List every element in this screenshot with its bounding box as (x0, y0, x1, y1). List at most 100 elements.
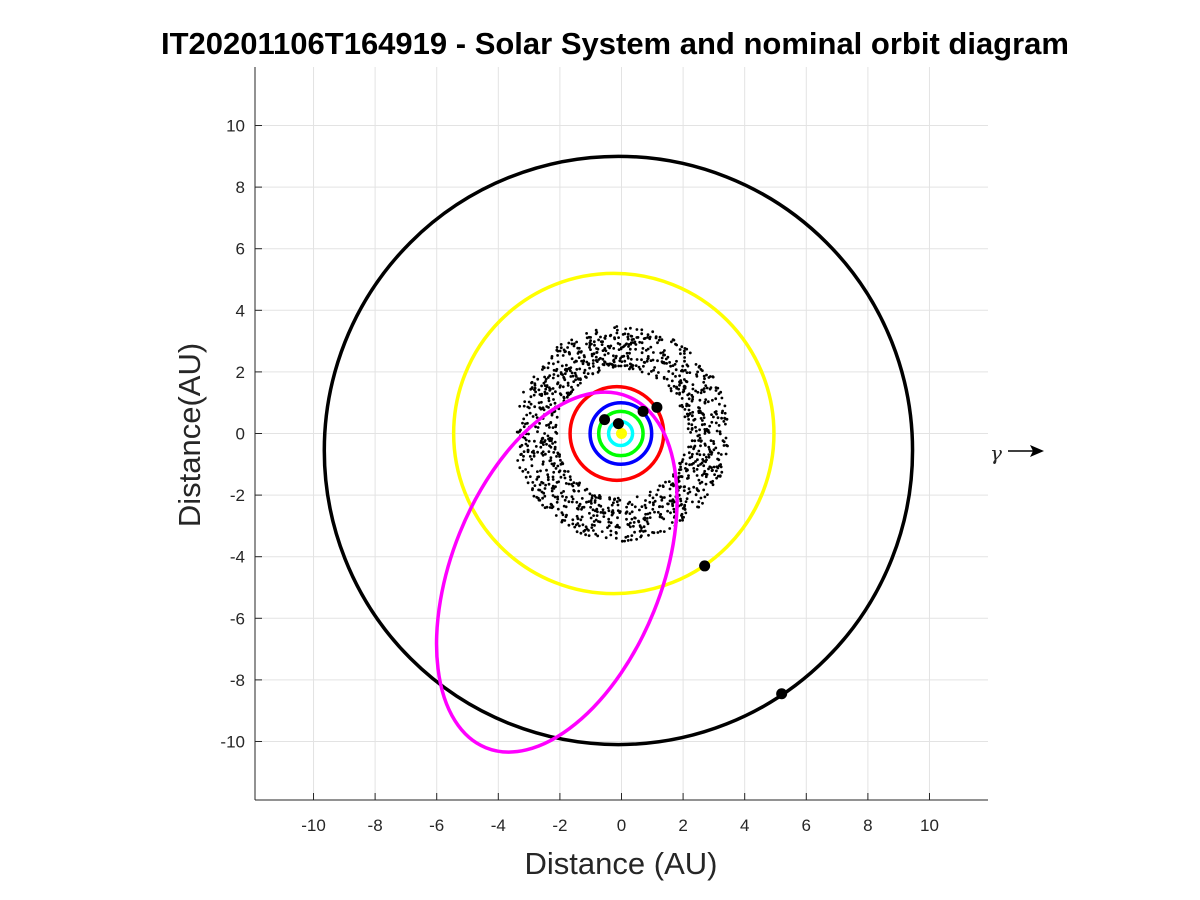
asteroid-dot (561, 495, 564, 498)
asteroid-dot (630, 517, 634, 521)
asteroid-dot (653, 510, 656, 514)
asteroid-dot (635, 328, 639, 331)
asteroid-dot (569, 375, 573, 378)
y-tick-label: 0 (236, 425, 245, 444)
asteroid-dot (589, 516, 593, 520)
asteroid-dot (608, 334, 612, 338)
asteroid-dot (534, 445, 538, 448)
asteroid-dot (708, 424, 712, 428)
asteroid-dot (598, 494, 601, 497)
asteroid-dot (678, 392, 681, 396)
asteroid-dot (559, 343, 563, 346)
asteroid-dot (548, 426, 551, 429)
asteroid-dot (648, 335, 652, 339)
asteroid-dot (551, 392, 554, 396)
asteroid-dot (593, 499, 597, 502)
asteroid-dot (544, 377, 548, 381)
asteroid-dot (623, 344, 626, 348)
asteroid-dot (606, 526, 609, 529)
asteroid-dot (681, 516, 684, 520)
asteroid-dot (698, 398, 702, 402)
asteroid-dot (520, 452, 523, 456)
asteroid-dot (540, 392, 544, 396)
asteroid-dot (561, 385, 565, 389)
asteroid-dot (573, 371, 577, 375)
asteroid-dot (706, 493, 709, 496)
asteroid-dot (594, 328, 598, 332)
asteroid-dot (526, 481, 530, 485)
asteroid-dot (585, 500, 588, 504)
x-tick-label: 10 (920, 816, 939, 835)
asteroid-dot (702, 413, 705, 417)
asteroid-dot (648, 494, 652, 497)
asteroid-dot (562, 395, 566, 399)
asteroid-dot (590, 502, 593, 505)
asteroid-dot (613, 326, 616, 329)
asteroid-dot (710, 420, 714, 424)
asteroid-dot (599, 511, 603, 514)
asteroid-dot (693, 417, 697, 421)
asteroid-dot (646, 512, 650, 516)
asteroid-dot (595, 351, 599, 354)
asteroid-dot (678, 383, 681, 387)
asteroid-dot (625, 505, 628, 509)
asteroid-dot (624, 512, 628, 515)
asteroid-dot (688, 351, 692, 355)
asteroid-dot (656, 341, 659, 345)
asteroid-dot (602, 511, 606, 515)
asteroid-dot (666, 509, 669, 513)
asteroid-dot (529, 395, 533, 399)
asteroid-dot (668, 361, 671, 364)
asteroid-dot (574, 375, 578, 378)
asteroid-dot (700, 423, 704, 427)
asteroid-dot (648, 490, 652, 494)
asteroid-dot (568, 475, 572, 479)
asteroid-dot (528, 475, 532, 478)
asteroid-dot (600, 530, 604, 533)
asteroid-dot (680, 345, 684, 349)
asteroid-dot (606, 352, 610, 355)
asteroid-dot (546, 473, 550, 477)
asteroid-dot (626, 335, 630, 339)
asteroid-dot (714, 389, 718, 392)
asteroid-dot (615, 325, 619, 328)
asteroid-dot (552, 373, 556, 376)
asteroid-dot (724, 422, 727, 426)
gamma-label: γ (990, 441, 1002, 465)
asteroid-dot (658, 335, 662, 339)
asteroid-dot (696, 464, 700, 467)
asteroid-dot (592, 340, 596, 344)
asteroid-dot (718, 432, 722, 436)
asteroid-dot (545, 468, 548, 472)
asteroid-dot (518, 430, 522, 433)
asteroid-dot (577, 356, 581, 359)
asteroid-dot (526, 444, 529, 448)
asteroid-dot (685, 412, 689, 416)
asteroid-dot (702, 464, 706, 468)
asteroid-dot (667, 480, 671, 483)
asteroid-dot (698, 409, 702, 413)
asteroid-dot (638, 508, 641, 512)
asteroid-dot (594, 496, 598, 499)
asteroid-dot (546, 475, 550, 479)
asteroid-dot (530, 386, 534, 389)
asteroid-dot (563, 498, 567, 502)
asteroid-dot (650, 370, 653, 373)
asteroid-dot (682, 453, 686, 457)
asteroid-dot (703, 401, 707, 405)
asteroid-dot (720, 411, 724, 415)
asteroid-dot (669, 387, 673, 390)
asteroid-dot (546, 478, 550, 482)
asteroid-dot (554, 390, 557, 394)
asteroid-dot (533, 484, 537, 487)
asteroid-dot (712, 448, 716, 452)
asteroid-dot (618, 498, 622, 502)
asteroid-dot (670, 379, 674, 383)
asteroid-dot (677, 475, 681, 479)
asteroid-dot (542, 408, 546, 412)
asteroid-dot (565, 363, 568, 367)
asteroid-dot (591, 359, 595, 362)
asteroid-dot (637, 365, 641, 369)
asteroid-dot (547, 386, 551, 389)
asteroid-dot (667, 384, 671, 388)
